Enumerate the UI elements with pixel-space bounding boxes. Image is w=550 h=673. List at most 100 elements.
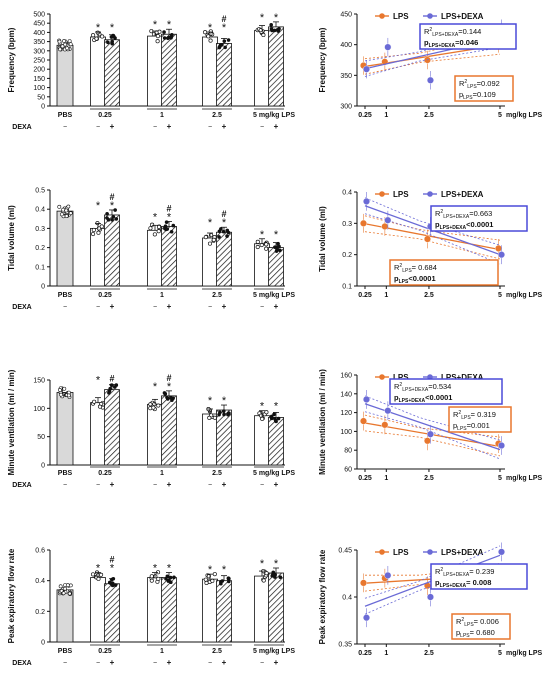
x-axis-unit: mg/kg LPS [506, 292, 543, 299]
legend-label-lps-dexa: LPS+DEXA [441, 373, 484, 382]
dexa-plus: + [167, 480, 172, 489]
y-tick-label: 500 [33, 12, 45, 19]
x-tick-label: 2.5 [424, 475, 434, 482]
bar-lps [202, 578, 218, 643]
bar-lps-dexa [161, 577, 177, 643]
data-point [99, 224, 104, 229]
stats-r2: R2LPS= 0.006 [456, 617, 499, 628]
dexa-minus: − [96, 304, 100, 311]
data-point [264, 571, 269, 576]
bar-lps [90, 227, 106, 287]
y-tick-label: 0.6 [35, 548, 45, 555]
data-point [210, 578, 215, 583]
line-panel-4: 0.35 0.4 0.45 0.25 1 2.5 5 mg/kg LPS Peak expira… [318, 542, 543, 657]
y-tick-label: 250 [33, 58, 45, 65]
bar-lps-dexa [216, 231, 232, 287]
data-point [363, 65, 371, 73]
data-point [91, 33, 96, 38]
data-point [363, 197, 371, 205]
data-point [107, 391, 111, 395]
y-axis-label: Peak expiratory flow rate [318, 549, 327, 644]
data-point [208, 38, 213, 43]
x-tick-label: 2.5 [424, 650, 434, 657]
data-point [258, 28, 263, 33]
x-label-pbs: PBS [58, 470, 73, 477]
data-point [162, 30, 166, 34]
significance-mark: * [260, 12, 265, 24]
data-point [58, 584, 63, 589]
stats-r2: R2LPS+DEXA=0.663 [435, 209, 492, 220]
data-point [167, 578, 171, 583]
x-tick-label: 2.5 [424, 292, 434, 299]
x-tick-label: 1 [384, 292, 388, 299]
dexa-minus: − [153, 304, 157, 311]
y-tick-label: 400 [340, 42, 352, 49]
dexa-plus: + [167, 122, 172, 131]
bar-lps [202, 36, 218, 107]
dexa-label: DEXA [12, 660, 31, 667]
legend-marker-lps-dexa [427, 13, 433, 19]
dexa-plus: + [274, 480, 279, 489]
dexa-plus: + [274, 658, 279, 667]
data-point [227, 579, 231, 584]
legend-marker-lps [379, 191, 385, 197]
y-tick-label: 0.4 [35, 578, 45, 585]
x-tick-label: 1 [384, 650, 388, 657]
data-point [212, 415, 217, 420]
data-point [207, 415, 212, 420]
data-point [62, 386, 67, 391]
data-point [149, 578, 154, 583]
data-point [222, 412, 226, 417]
data-point [110, 39, 114, 44]
data-point [109, 383, 114, 387]
dose-label: 2.5 [212, 292, 222, 299]
dexa-plus: + [110, 122, 115, 131]
significance-mark: # [109, 555, 114, 565]
significance-mark: * [274, 12, 279, 24]
legend-marker-lps [379, 13, 385, 19]
data-point [156, 229, 161, 234]
y-tick-label: 0 [41, 104, 45, 111]
data-point [113, 583, 118, 587]
data-point [384, 43, 392, 51]
bar-lps [254, 30, 270, 107]
dexa-minus: − [96, 660, 100, 667]
significance-mark: # [221, 209, 226, 219]
data-point [163, 392, 168, 396]
data-point [63, 42, 68, 47]
dexa-minus: − [260, 660, 264, 667]
dexa-minus: − [63, 482, 67, 489]
stats-p: pLPS+DEXA<0.0001 [394, 393, 452, 404]
legend-label-lps: LPS [393, 548, 409, 557]
data-point [108, 386, 112, 391]
data-point [272, 28, 277, 33]
data-point [360, 219, 368, 227]
dexa-plus: + [167, 302, 172, 311]
dexa-minus: − [63, 304, 67, 311]
significance-mark: * [260, 401, 265, 413]
significance-mark: * [96, 375, 101, 387]
data-point [384, 216, 392, 224]
y-axis-label: Tidal volume (ml) [318, 206, 327, 272]
data-point [64, 208, 69, 213]
significance-mark: * [96, 200, 101, 212]
data-point [110, 217, 114, 222]
y-tick-label: 140 [340, 391, 352, 398]
y-tick-label: 300 [340, 104, 352, 111]
y-tick-label: 150 [33, 76, 45, 83]
x-label-pbs: PBS [58, 648, 73, 655]
significance-mark: * [167, 19, 172, 31]
stats-r2: R2LPS+DEXA=0.144 [424, 27, 481, 38]
data-point [67, 591, 72, 596]
x-tick-label: 5 [498, 292, 502, 299]
legend-label-lps-dexa: LPS+DEXA [441, 190, 484, 199]
data-point [57, 39, 62, 44]
dexa-minus: − [260, 482, 264, 489]
data-point [164, 577, 168, 581]
bar-lps [147, 577, 163, 643]
data-point [65, 583, 70, 588]
data-point [218, 43, 223, 48]
dose-label: 2.5 [212, 470, 222, 477]
